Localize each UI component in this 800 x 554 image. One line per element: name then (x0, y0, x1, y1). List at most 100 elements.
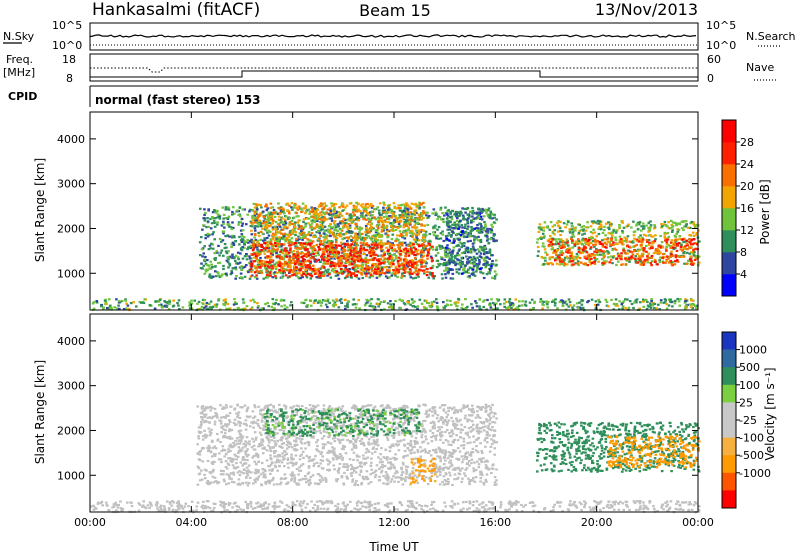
power-cell-r2 (341, 272, 344, 275)
power-cell-r5 (681, 248, 684, 251)
power-cell-r4 (568, 228, 572, 231)
power-cell-r0 (458, 263, 462, 266)
power-cell-r4 (682, 240, 685, 244)
power-cell-r4 (680, 243, 683, 246)
nsky-tick-top: 10^5 (52, 19, 82, 32)
power-cell-r6 (478, 307, 482, 310)
power-cell-r4 (689, 226, 692, 229)
power-cell-r2 (250, 262, 254, 265)
power-cell-r0 (437, 215, 440, 218)
power-cell-r2 (362, 242, 365, 245)
power-cell-r1 (382, 225, 386, 228)
power-cell-r1 (347, 237, 350, 240)
power-cell-r4 (640, 229, 643, 232)
power-cell-r4 (626, 252, 629, 255)
power-cell-r1 (305, 217, 308, 220)
power-cell-r6 (499, 303, 502, 306)
power-cell-r4 (590, 235, 593, 238)
power-cell-r0 (288, 231, 292, 234)
power-cell-r0 (440, 258, 444, 261)
power-cell-r1 (288, 204, 291, 207)
power-cell-r1 (386, 236, 389, 239)
power-cell-r1 (269, 202, 273, 205)
power-cell-r4 (541, 245, 545, 248)
power-cell-r1 (410, 202, 414, 205)
power-cell-r0 (439, 245, 442, 248)
power-cell-r4 (598, 220, 602, 223)
power-cell-r4 (617, 260, 620, 263)
power-cell-r0 (382, 259, 385, 262)
power-cell-r2 (263, 264, 267, 267)
power-cell-r5 (618, 240, 622, 243)
power-cell-r0 (222, 264, 225, 268)
power-cell-r0 (330, 217, 333, 220)
power-cell-r4 (614, 239, 618, 242)
power-cell-r0 (396, 275, 399, 279)
power-cell-r0 (298, 238, 301, 241)
power-cell-r1 (354, 232, 357, 235)
power-cell-r2 (325, 244, 329, 247)
power-cell-r0 (475, 237, 478, 240)
power-cell-r4 (579, 247, 583, 250)
power-cell-r4 (593, 231, 597, 234)
power-cell-r2 (337, 256, 340, 259)
power-cell-r0 (462, 244, 466, 247)
power-cell-r4 (601, 258, 604, 261)
power-cell-r0 (231, 241, 235, 244)
power-cell-r0 (305, 276, 309, 279)
power-cell-r6 (197, 300, 201, 303)
power-cell-r2 (278, 261, 282, 264)
power-cell-r0 (248, 240, 252, 243)
power-cell-r1 (370, 228, 374, 231)
power-cell-r1 (397, 246, 400, 249)
power-cell-r2 (418, 245, 421, 248)
power-cell-r0 (331, 226, 335, 229)
power-cell-r0 (250, 241, 253, 244)
power-cell-r2 (254, 255, 258, 258)
power-cell-r1 (399, 232, 403, 235)
power-cell-r3 (489, 269, 492, 272)
power-cell-r6 (312, 301, 316, 305)
power-cell-r1 (267, 211, 271, 214)
power-cell-r2 (376, 259, 379, 262)
power-cell-r0 (221, 206, 225, 209)
power-cell-r5 (586, 242, 589, 245)
power-cell-r2 (400, 275, 404, 278)
power-cell-r1 (372, 240, 375, 243)
power-cell-r4 (544, 251, 547, 254)
power-cell-r0 (426, 223, 429, 227)
power-cell-r1 (405, 233, 408, 236)
power-cell-r4 (580, 226, 583, 229)
power-cell-r3 (487, 242, 491, 245)
power-cell-r6 (492, 308, 495, 311)
power-cell-r0 (268, 213, 271, 216)
power-cell-r4 (671, 226, 674, 229)
power-cell-r2 (274, 245, 278, 248)
power-cell-r2 (343, 268, 346, 271)
power-cell-r0 (301, 276, 304, 279)
cpid-panel: CPID normal (fast stereo) 153 (8, 85, 698, 107)
power-cell-r1 (346, 225, 349, 228)
power-cell-r4 (601, 263, 604, 266)
power-cell-r0 (221, 273, 224, 276)
power-cell-r0 (254, 224, 257, 228)
power-cell-r5 (548, 237, 552, 241)
power-cell-r0 (381, 266, 384, 269)
power-cell-r0 (214, 257, 217, 260)
power-cell-r5 (635, 243, 638, 246)
power-cell-r4 (565, 243, 568, 246)
power-cell-r1 (414, 202, 418, 205)
power-cell-r4 (537, 250, 540, 253)
power-cell-r3 (485, 251, 489, 254)
power-cell-r4 (682, 228, 685, 231)
power-cell-r0 (266, 276, 270, 279)
power-cell-r4 (686, 226, 690, 229)
power-cell-r0 (482, 249, 486, 252)
power-cell-r1 (335, 252, 339, 255)
power-cell-r0 (343, 237, 346, 240)
power-cell-r3 (479, 240, 483, 244)
power-cell-r6 (628, 300, 632, 303)
power-cell-r4 (649, 234, 652, 237)
power-cell-r0 (376, 232, 380, 235)
power-cell-r1 (386, 234, 390, 237)
